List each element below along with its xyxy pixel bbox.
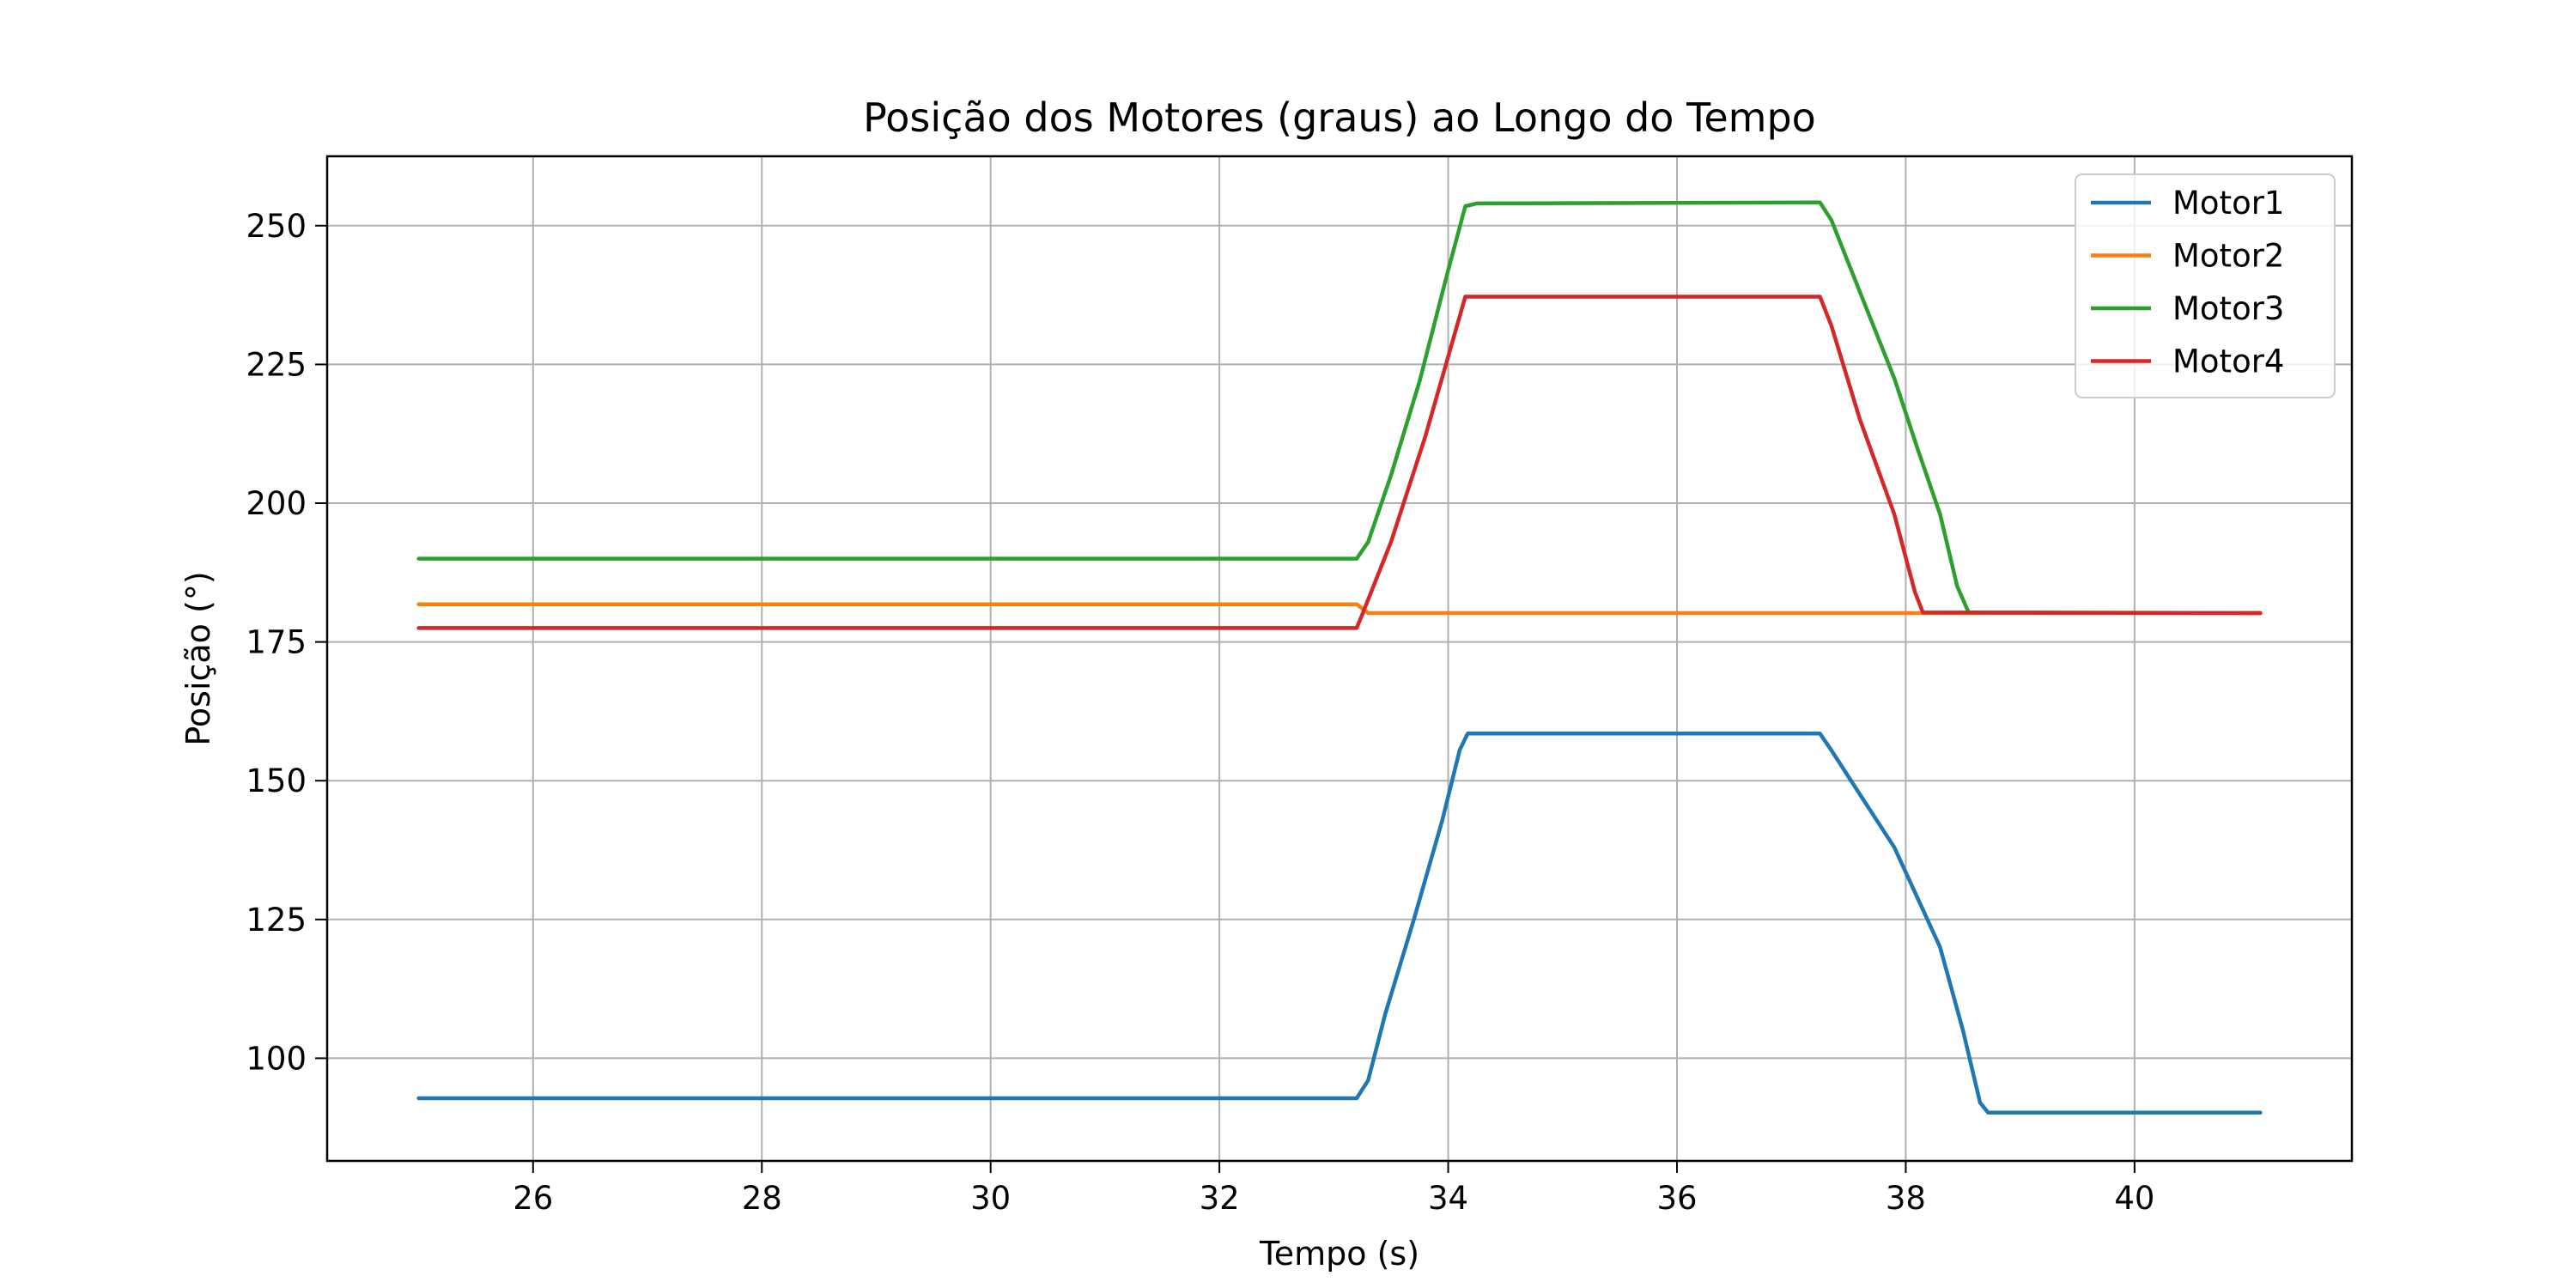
series-line-motor1	[416, 732, 2263, 1115]
x-tick-label: 38	[1886, 1180, 1926, 1217]
legend-label-motor1: Motor1	[2172, 185, 2284, 222]
y-axis-label: Posição (°)	[179, 571, 217, 745]
y-tick-label: 200	[246, 485, 307, 522]
x-axis-label: Tempo (s)	[1259, 1235, 1419, 1273]
x-tick-label: 28	[742, 1180, 782, 1217]
x-tick-label: 40	[2114, 1180, 2154, 1217]
series-line-motor3	[416, 200, 2263, 616]
series-line-motor2	[416, 602, 2263, 616]
legend-label-motor2: Motor2	[2172, 238, 2284, 275]
x-tick-label: 36	[1656, 1180, 1697, 1217]
x-tick-label: 30	[970, 1180, 1011, 1217]
y-tick-label: 250	[246, 208, 307, 245]
legend: Motor1 Motor2 Motor3 Motor4	[2075, 173, 2336, 398]
y-tick-label: 150	[246, 762, 307, 799]
axis-ticks: 26 28 30 32 34 36 38 40 100 125 150 175 200 225 250	[246, 208, 2154, 1217]
y-tick-label: 100	[246, 1040, 307, 1077]
legend-label-motor4: Motor4	[2172, 343, 2284, 380]
series-line-motor4	[416, 295, 2263, 630]
y-tick-label: 225	[246, 346, 307, 383]
legend-box	[2075, 173, 2336, 398]
x-tick-label: 32	[1200, 1180, 1240, 1217]
x-tick-label: 26	[513, 1180, 553, 1217]
y-tick-label: 125	[246, 902, 307, 939]
x-tick-label: 34	[1428, 1180, 1468, 1217]
series-lines	[416, 200, 2263, 1115]
y-tick-label: 175	[246, 624, 307, 661]
chart-title: Posição dos Motores (graus) ao Longo do …	[863, 94, 1816, 141]
legend-label-motor3: Motor3	[2172, 290, 2284, 327]
plot-area-frame	[325, 155, 2354, 1163]
